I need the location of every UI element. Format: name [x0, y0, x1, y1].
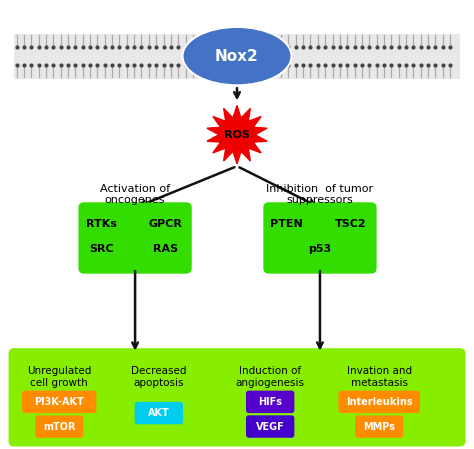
Text: PI3K-AKT: PI3K-AKT	[35, 397, 84, 407]
Text: TSC2: TSC2	[335, 219, 366, 229]
Text: Inhibition  of tumor
suppressors: Inhibition of tumor suppressors	[266, 184, 374, 206]
FancyBboxPatch shape	[338, 391, 420, 413]
FancyBboxPatch shape	[135, 402, 183, 424]
Text: VEGF: VEGF	[256, 422, 284, 431]
Text: MMPs: MMPs	[363, 422, 395, 431]
Text: Activation of
oncogenes: Activation of oncogenes	[100, 184, 170, 206]
Text: ROS: ROS	[224, 130, 250, 140]
FancyBboxPatch shape	[246, 415, 294, 438]
Text: RAS: RAS	[153, 244, 179, 254]
FancyBboxPatch shape	[35, 415, 83, 438]
FancyBboxPatch shape	[22, 391, 97, 413]
FancyBboxPatch shape	[9, 348, 465, 446]
Text: Nox2: Nox2	[215, 48, 259, 64]
Text: p53: p53	[309, 244, 331, 254]
Text: Induction of
angiogenesis: Induction of angiogenesis	[236, 366, 305, 388]
Text: HIFs: HIFs	[258, 397, 282, 407]
Text: Decreased
apoptosis: Decreased apoptosis	[131, 366, 187, 388]
Text: Interleukins: Interleukins	[346, 397, 412, 407]
Polygon shape	[207, 106, 267, 164]
Text: AKT: AKT	[148, 408, 170, 418]
Text: mTOR: mTOR	[43, 422, 75, 431]
FancyBboxPatch shape	[78, 202, 191, 274]
Text: GPCR: GPCR	[149, 219, 183, 229]
FancyBboxPatch shape	[246, 391, 294, 413]
FancyBboxPatch shape	[264, 202, 376, 274]
Ellipse shape	[182, 27, 292, 85]
FancyBboxPatch shape	[14, 34, 460, 79]
Text: PTEN: PTEN	[270, 219, 303, 229]
Text: Invation and
metastasis: Invation and metastasis	[346, 366, 412, 388]
FancyBboxPatch shape	[355, 415, 403, 438]
Text: Unregulated
cell growth: Unregulated cell growth	[27, 366, 91, 388]
Text: RTKs: RTKs	[86, 219, 118, 229]
Text: SRC: SRC	[90, 244, 114, 254]
